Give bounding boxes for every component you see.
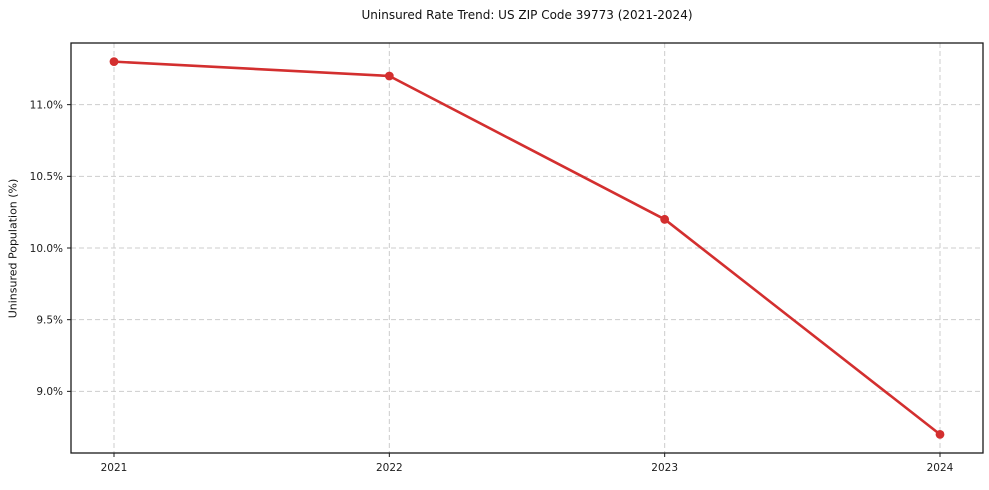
chart-title: Uninsured Rate Trend: US ZIP Code 39773 … xyxy=(361,8,693,22)
y-axis-title: Uninsured Population (%) xyxy=(6,178,20,318)
x-tick-label: 2022 xyxy=(376,462,403,474)
y-tick-label: 10.5% xyxy=(30,171,63,183)
y-tick-label: 9.5% xyxy=(36,314,63,326)
y-tick-label: 11.0% xyxy=(30,99,63,111)
y-axis-title-wrap: Uninsured Population (%) xyxy=(2,43,24,453)
x-tick-label: 2021 xyxy=(101,462,128,474)
y-tick-label: 10.0% xyxy=(30,243,63,255)
x-tick-label: 2023 xyxy=(651,462,678,474)
trend-line xyxy=(112,60,942,436)
data-point xyxy=(660,214,670,224)
x-tick-label: 2024 xyxy=(927,462,954,474)
y-tick-label: 9.0% xyxy=(36,386,63,398)
data-point xyxy=(935,429,945,439)
data-point xyxy=(109,57,119,67)
data-point xyxy=(384,71,394,81)
